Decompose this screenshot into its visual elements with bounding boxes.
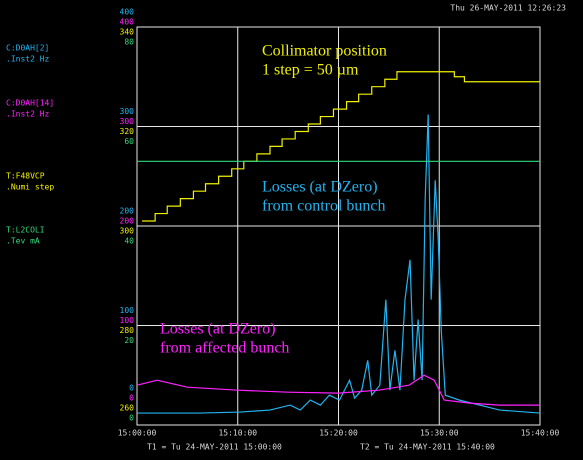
y-tick-label: 300 xyxy=(120,117,135,126)
y-tick-label: 40 xyxy=(124,237,134,246)
y-tick-label: 60 xyxy=(124,137,134,146)
x-tick-label: 15:30:00 xyxy=(420,429,459,438)
series-line xyxy=(137,114,541,414)
y-tick-label: 260 xyxy=(120,404,135,413)
y-tick-label: 100 xyxy=(120,316,135,325)
y-tick-label: 80 xyxy=(124,38,134,47)
legend-name: C:D0AH[2] xyxy=(6,44,49,53)
y-tick-label: 300 xyxy=(120,107,135,116)
x-tick-label: 15:20:00 xyxy=(319,429,358,438)
legend-units: .Inst2 Hz xyxy=(6,110,50,119)
y-tick-label: 200 xyxy=(120,207,135,216)
annotation: from control bunch xyxy=(262,198,386,215)
annotation: Losses (at DZero) xyxy=(262,179,378,196)
legend-name: C:D0AH[14] xyxy=(6,99,54,108)
y-tick-label: 0 xyxy=(129,384,134,393)
y-tick-label: 400 xyxy=(120,8,135,17)
annotation: 1 step = 50 µm xyxy=(262,62,359,79)
annotation: Losses (at DZero) xyxy=(160,321,276,338)
y-tick-label: 20 xyxy=(124,336,134,345)
legend-units: .Tev mA xyxy=(6,237,40,246)
footer-start-time: T1 = Tu 24-MAY-2011 15:00:00 xyxy=(147,443,282,452)
series-line xyxy=(136,374,540,406)
series-line xyxy=(142,71,540,222)
y-tick-label: 100 xyxy=(120,306,135,315)
y-tick-label: 0 xyxy=(129,414,134,423)
y-tick-label: 320 xyxy=(120,127,135,136)
legend-units: .Numi step xyxy=(6,183,54,192)
y-tick-label: 300 xyxy=(120,227,135,236)
y-tick-label: 0 xyxy=(129,394,134,403)
y-tick-label: 400 xyxy=(120,18,135,27)
y-tick-label: 340 xyxy=(120,28,135,37)
x-tick-label: 15:40:00 xyxy=(521,429,560,438)
x-tick-label: 15:00:00 xyxy=(118,429,157,438)
y-tick-label: 280 xyxy=(120,326,135,335)
annotation: Collimator position xyxy=(262,43,387,60)
legend-units: .Inst2 Hz xyxy=(6,55,50,64)
header-timestamp: Thu 26-MAY-2011 12:26:23 xyxy=(450,4,566,13)
y-tick-label: 200 xyxy=(120,217,135,226)
annotation: from affected bunch xyxy=(160,340,289,357)
legend-name: T:F48VCP xyxy=(6,172,45,181)
legend-name: T:L2COLI xyxy=(6,226,45,235)
x-tick-label: 15:10:00 xyxy=(218,429,257,438)
footer-end-time: T2 = Tu 24-MAY-2011 15:40:00 xyxy=(360,443,495,452)
